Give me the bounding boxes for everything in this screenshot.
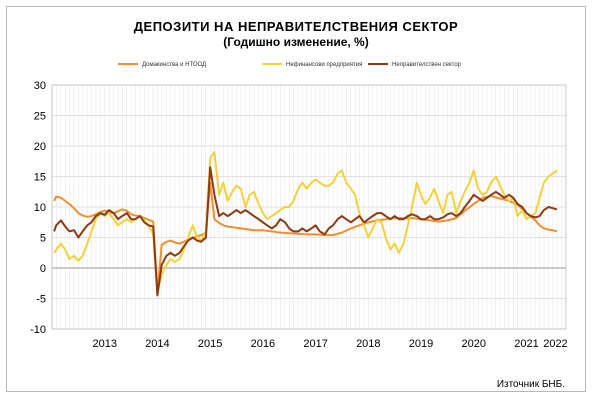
y-tick-label: -5 (36, 294, 46, 306)
y-tick-label: 10 (34, 202, 46, 214)
legend-label: Неправителствен сектор (392, 62, 462, 68)
x-tick-label: 2016 (251, 338, 275, 350)
source-note: Източник БНБ. (496, 379, 565, 390)
chart-title: ДЕПОЗИТИ НА НЕПРАВИТЕЛСТВЕНИЯ СЕКТОР (133, 19, 459, 34)
chart-frame: ДЕПОЗИТИ НА НЕПРАВИТЕЛСТВЕНИЯ СЕКТОР (Го… (6, 6, 586, 392)
y-tick-label: -10 (30, 324, 46, 336)
series-line-3 (53, 166, 558, 297)
y-tick-label: 25 (34, 111, 46, 123)
y-tick-label: 15 (34, 172, 46, 184)
y-tick-label: 20 (34, 141, 46, 153)
axis-layer: -10 -5 0 5 10 15 20 25 30 2013 2014 2015 2016 2017 201… (30, 80, 568, 350)
chart-subtitle: (Годишно изменение, %) (223, 35, 369, 49)
x-tick-label: 2019 (409, 338, 433, 350)
legend: Домакинства и НТООД Нефинансови предприят… (118, 62, 462, 68)
x-tick-label: 2017 (303, 338, 327, 350)
y-tick-label: 30 (34, 80, 46, 92)
legend-label: Нефинансови предприятия (286, 62, 362, 68)
legend-label: Домакинства и НТООД (142, 62, 206, 68)
grid-layer (51, 84, 567, 330)
x-tick-label: 2018 (356, 338, 380, 350)
y-tick-label: 0 (40, 263, 46, 275)
x-tick-label: 2015 (198, 338, 222, 350)
x-tick-label: 2014 (145, 338, 169, 350)
x-tick-label: 2022 (543, 338, 567, 350)
x-tick-label: 2020 (462, 338, 486, 350)
x-tick-label: 2013 (92, 338, 116, 350)
series-layer (53, 151, 558, 297)
series-line-2 (53, 151, 558, 294)
plot-area-border (51, 84, 567, 330)
x-tick-label: 2021 (514, 338, 538, 350)
y-tick-label: 5 (40, 233, 46, 245)
